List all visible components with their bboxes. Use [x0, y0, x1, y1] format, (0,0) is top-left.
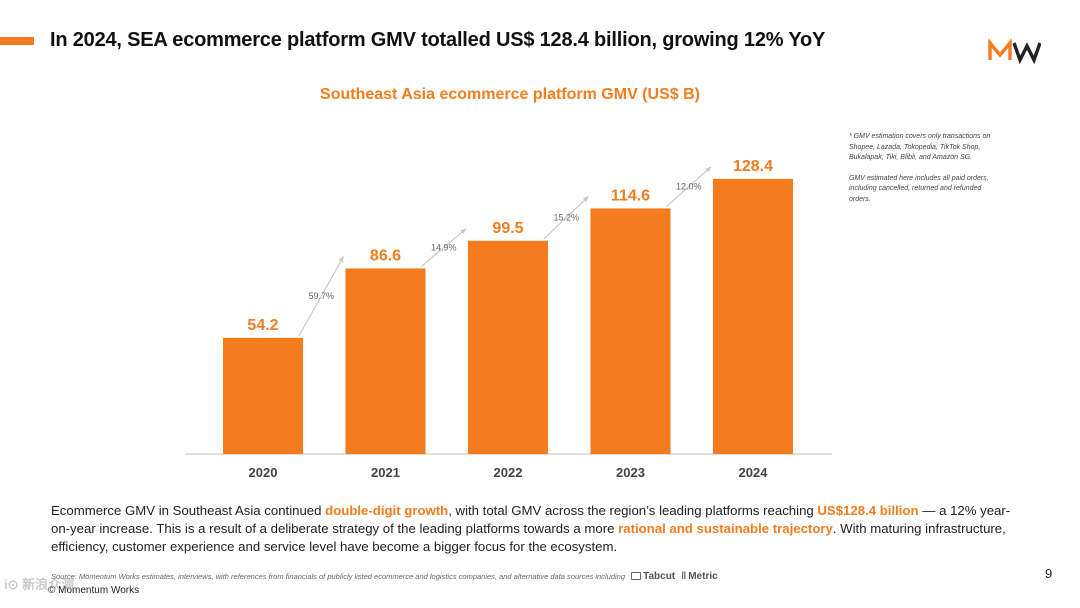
- summary-highlight: double-digit growth: [325, 503, 449, 518]
- bar-value-label: 86.6: [370, 247, 401, 264]
- slide-title: In 2024, SEA ecommerce platform GMV tota…: [50, 29, 826, 51]
- x-tick-label: 2020: [249, 465, 278, 480]
- growth-label: 12.0%: [676, 182, 702, 192]
- copyright: © Momentum Works: [48, 585, 140, 596]
- x-tick-label: 2021: [371, 465, 400, 480]
- chart-title: Southeast Asia ecommerce platform GMV (U…: [320, 86, 700, 103]
- growth-arrowhead: [338, 256, 344, 263]
- watermark: i⊙ 新浪众测: [4, 577, 75, 592]
- footnote-coverage: * GMV estimation covers only transaction…: [849, 133, 991, 161]
- x-tick-label: 2023: [616, 465, 645, 480]
- source-note: Source: Momentum Works estimates, interv…: [51, 571, 718, 582]
- growth-arrowhead: [705, 166, 711, 173]
- x-tick-label: 2022: [494, 465, 523, 480]
- metric-icon: ‖: [681, 571, 687, 582]
- page-number: 9: [1045, 566, 1053, 581]
- summary-highlight: rational and sustainable trajectory: [618, 521, 833, 536]
- bar: [345, 268, 426, 454]
- bar-value-label: 114.6: [611, 187, 650, 204]
- x-tick-label: 2024: [739, 465, 769, 480]
- growth-connector: [298, 256, 345, 337]
- growth-connector: [666, 166, 712, 207]
- title-accent-bar: [0, 37, 34, 45]
- summary-paragraph: Ecommerce GMV in Southeast Asia continue…: [51, 502, 1011, 556]
- summary-text: Ecommerce GMV in Southeast Asia continue…: [51, 503, 326, 518]
- summary-text: , with total GMV across the region’s lea…: [448, 503, 818, 518]
- source-text: Source: Momentum Works estimates, interv…: [51, 572, 625, 581]
- mw-logo-icon: [988, 38, 1041, 64]
- footnote-definition: GMV estimated here includes all paid ord…: [849, 174, 989, 203]
- growth-label: 15.2%: [553, 213, 579, 223]
- growth-connector: [421, 228, 467, 267]
- summary-highlight: US$128.4 billion: [817, 503, 919, 518]
- growth-arrowhead: [582, 196, 589, 203]
- growth-label: 14.9%: [431, 243, 457, 253]
- metric-brand: ‖ Metric: [681, 571, 718, 582]
- tabcut-brand: Tabcut: [631, 571, 675, 582]
- chart-footnote: * GMV estimation covers only transaction…: [849, 132, 999, 205]
- growth-connector: [543, 195, 589, 240]
- bar-value-label: 54.2: [247, 317, 278, 334]
- bar: [590, 208, 671, 454]
- bar-value-label: 128.4: [733, 158, 773, 175]
- bar: [713, 178, 793, 454]
- bar-value-label: 99.5: [492, 220, 523, 237]
- bar: [223, 337, 303, 454]
- growth-label: 59.7%: [308, 291, 334, 301]
- tabcut-icon: [631, 572, 642, 580]
- summary-text: — a 12% year-on-year increase. This is a…: [51, 503, 1011, 536]
- growth-arrowhead: [460, 228, 466, 235]
- bar: [468, 240, 548, 454]
- summary-text: . With maturing infrastructure, efficien…: [51, 521, 1006, 554]
